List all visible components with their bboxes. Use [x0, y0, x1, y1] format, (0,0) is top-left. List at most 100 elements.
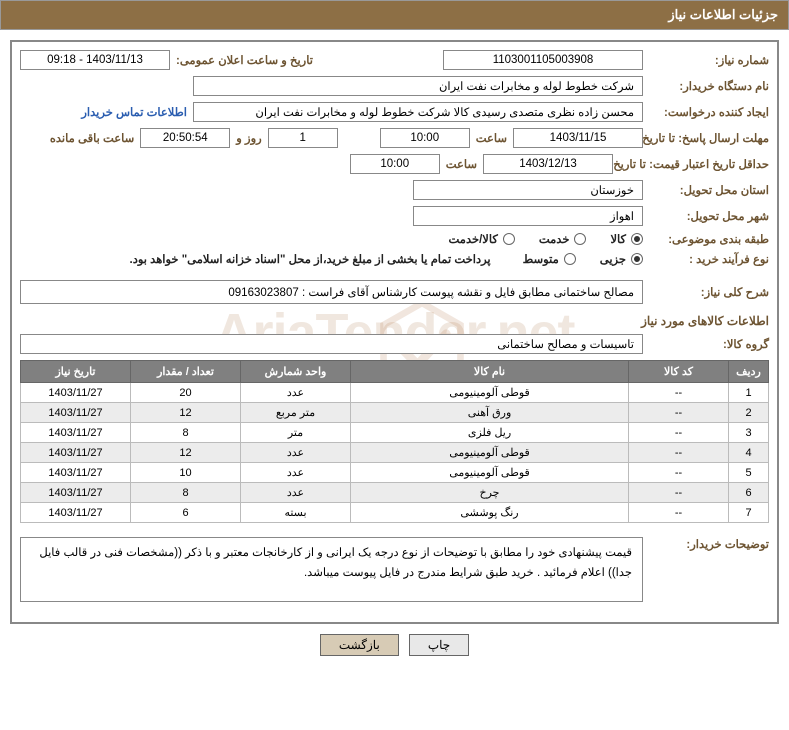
- cell-code: --: [629, 423, 729, 443]
- goods-group-label: گروه کالا:: [649, 337, 769, 351]
- col-date: تاریخ نیاز: [21, 361, 131, 383]
- cell-date: 1403/11/27: [21, 423, 131, 443]
- row-buyer-desc: توضیحات خریدار: قیمت پیشنهادی خود را مطا…: [20, 531, 769, 602]
- cell-r: 5: [729, 463, 769, 483]
- cell-name: قوطی آلومینیومی: [351, 383, 629, 403]
- need-no-label: شماره نیاز:: [649, 53, 769, 67]
- goods-group-value: تاسیسات و مصالح ساختمانی: [20, 334, 643, 354]
- cell-name: ریل فلزی: [351, 423, 629, 443]
- province-value: خوزستان: [413, 180, 643, 200]
- radio-icon: [631, 233, 643, 245]
- cell-unit: عدد: [241, 483, 351, 503]
- cell-name: قوطی آلومینیومی: [351, 443, 629, 463]
- items-table: ردیف کد کالا نام کالا واحد شمارش تعداد /…: [20, 360, 769, 523]
- cell-unit: بسته: [241, 503, 351, 523]
- cell-unit: عدد: [241, 443, 351, 463]
- row-overview: شرح کلی نیاز: مصالح ساختمانی مطابق فایل …: [20, 280, 769, 304]
- need-no-value: 1103001105003908: [443, 50, 643, 70]
- cell-code: --: [629, 503, 729, 523]
- cell-date: 1403/11/27: [21, 483, 131, 503]
- cell-r: 1: [729, 383, 769, 403]
- days-and-label: روز و: [236, 131, 261, 145]
- col-code: کد کالا: [629, 361, 729, 383]
- overview-label: شرح کلی نیاز:: [649, 285, 769, 299]
- row-requestor: ایجاد کننده درخواست: محسن زاده نظری متصد…: [20, 102, 769, 122]
- button-bar: چاپ بازگشت: [0, 634, 789, 656]
- cell-r: 3: [729, 423, 769, 443]
- cell-date: 1403/11/27: [21, 383, 131, 403]
- col-name: نام کالا: [351, 361, 629, 383]
- classification-label: طبقه بندی موضوعی:: [649, 232, 769, 246]
- cell-qty: 20: [131, 383, 241, 403]
- cell-code: --: [629, 463, 729, 483]
- cell-qty: 12: [131, 403, 241, 423]
- province-label: استان محل تحویل:: [649, 183, 769, 197]
- cell-date: 1403/11/27: [21, 443, 131, 463]
- radio-icon: [503, 233, 515, 245]
- row-buyer-org: نام دستگاه خریدار: شرکت خطوط لوله و مخاب…: [20, 76, 769, 96]
- cell-unit: عدد: [241, 463, 351, 483]
- days-remaining-value: 1: [268, 128, 338, 148]
- radio-service[interactable]: خدمت: [539, 232, 587, 246]
- col-unit: واحد شمارش: [241, 361, 351, 383]
- buyer-contact-link[interactable]: اطلاعات تماس خریدار: [81, 105, 187, 119]
- cell-date: 1403/11/27: [21, 503, 131, 523]
- row-deadline: مهلت ارسال پاسخ: تا تاریخ: 1403/11/15 سا…: [20, 128, 769, 148]
- row-need-no: شماره نیاز: 1103001105003908 تاریخ و ساع…: [20, 50, 769, 70]
- radio-icon: [564, 253, 576, 265]
- radio-small[interactable]: جزیی: [600, 252, 643, 266]
- cell-unit: متر مربع: [241, 403, 351, 423]
- table-row: 7--رنگ پوششیبسته61403/11/27: [21, 503, 769, 523]
- row-goods-group: گروه کالا: تاسیسات و مصالح ساختمانی: [20, 334, 769, 354]
- validity-date-value: 1403/12/13: [483, 154, 613, 174]
- radio-medium[interactable]: متوسط: [523, 252, 576, 266]
- remaining-label: ساعت باقی مانده: [50, 131, 134, 145]
- cell-qty: 12: [131, 443, 241, 463]
- cell-qty: 8: [131, 483, 241, 503]
- goods-section-title: اطلاعات کالاهای مورد نیاز: [20, 314, 769, 328]
- validity-label: حداقل تاریخ اعتبار قیمت: تا تاریخ:: [619, 157, 769, 171]
- col-row: ردیف: [729, 361, 769, 383]
- main-panel: AriaTender.net شماره نیاز: 1103001105003…: [10, 40, 779, 624]
- row-province: استان محل تحویل: خوزستان: [20, 180, 769, 200]
- cell-code: --: [629, 403, 729, 423]
- radio-icon: [574, 233, 586, 245]
- cell-qty: 8: [131, 423, 241, 443]
- deadline-time-label: ساعت: [476, 131, 507, 145]
- validity-time-value: 10:00: [350, 154, 440, 174]
- deadline-time-value: 10:00: [380, 128, 470, 148]
- city-value: اهواز: [413, 206, 643, 226]
- cell-date: 1403/11/27: [21, 463, 131, 483]
- deadline-date-value: 1403/11/15: [513, 128, 643, 148]
- radio-goods-service[interactable]: کالا/خدمت: [449, 232, 515, 246]
- table-row: 4--قوطی آلومینیومیعدد121403/11/27: [21, 443, 769, 463]
- back-button[interactable]: بازگشت: [320, 634, 399, 656]
- print-button[interactable]: چاپ: [409, 634, 469, 656]
- table-row: 1--قوطی آلومینیومیعدد201403/11/27: [21, 383, 769, 403]
- process-note: پرداخت تمام یا بخشی از مبلغ خرید،از محل …: [130, 252, 491, 266]
- validity-time-label: ساعت: [446, 157, 477, 171]
- cell-unit: متر: [241, 423, 351, 443]
- announce-label: تاریخ و ساعت اعلان عمومی:: [176, 53, 313, 67]
- row-classification: طبقه بندی موضوعی: کالا خدمت کالا/خدمت: [20, 232, 769, 246]
- cell-name: رنگ پوششی: [351, 503, 629, 523]
- cell-r: 6: [729, 483, 769, 503]
- table-row: 2--ورق آهنیمتر مربع121403/11/27: [21, 403, 769, 423]
- row-validity: حداقل تاریخ اعتبار قیمت: تا تاریخ: 1403/…: [20, 154, 769, 174]
- cell-code: --: [629, 383, 729, 403]
- deadline-label: مهلت ارسال پاسخ: تا تاریخ:: [649, 131, 769, 145]
- table-row: 3--ریل فلزیمتر81403/11/27: [21, 423, 769, 443]
- page-header: جزئیات اطلاعات نیاز: [0, 0, 789, 30]
- cell-r: 7: [729, 503, 769, 523]
- cell-name: قوطی آلومینیومی: [351, 463, 629, 483]
- cell-name: چرخ: [351, 483, 629, 503]
- row-city: شهر محل تحویل: اهواز: [20, 206, 769, 226]
- cell-qty: 10: [131, 463, 241, 483]
- buyer-org-label: نام دستگاه خریدار:: [649, 79, 769, 93]
- table-row: 6--چرخعدد81403/11/27: [21, 483, 769, 503]
- cell-r: 2: [729, 403, 769, 423]
- cell-r: 4: [729, 443, 769, 463]
- radio-goods[interactable]: کالا: [610, 232, 643, 246]
- requestor-value: محسن زاده نظری متصدی رسیدی کالا شرکت خطو…: [193, 102, 643, 122]
- col-qty: تعداد / مقدار: [131, 361, 241, 383]
